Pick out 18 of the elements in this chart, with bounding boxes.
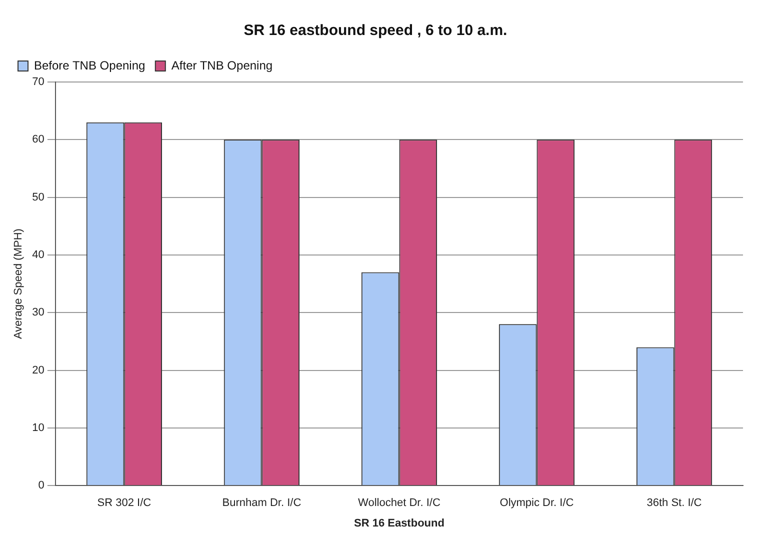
y-tick-label: 10 <box>32 422 44 434</box>
y-tick-label: 20 <box>32 364 44 376</box>
y-tick-label: 70 <box>32 76 44 88</box>
y-tick-label: 30 <box>32 306 44 319</box>
y-tick-label: 40 <box>32 249 44 262</box>
legend-label: Before TNB Opening <box>34 58 146 72</box>
x-axis-title: SR 16 Eastbound <box>354 517 444 530</box>
x-tick-label: SR 302 I/C <box>97 497 152 510</box>
x-tick-label: 36th St. I/C <box>646 497 702 510</box>
y-tick-label: 60 <box>32 134 44 146</box>
x-tick-label: Olympic Dr. I/C <box>500 497 574 510</box>
x-tick-label: Burnham Dr. I/C <box>222 497 302 510</box>
y-axis-title: Average Speed (MPH) <box>12 228 25 340</box>
x-tick-label: Wollochet Dr. I/C <box>358 497 440 510</box>
y-tick-label: 50 <box>32 191 44 204</box>
y-tick-label: 0 <box>38 480 44 492</box>
chart-title: SR 16 eastbound speed , 6 to 10 a.m. <box>244 22 508 40</box>
legend-label: After TNB Opening <box>171 58 273 72</box>
